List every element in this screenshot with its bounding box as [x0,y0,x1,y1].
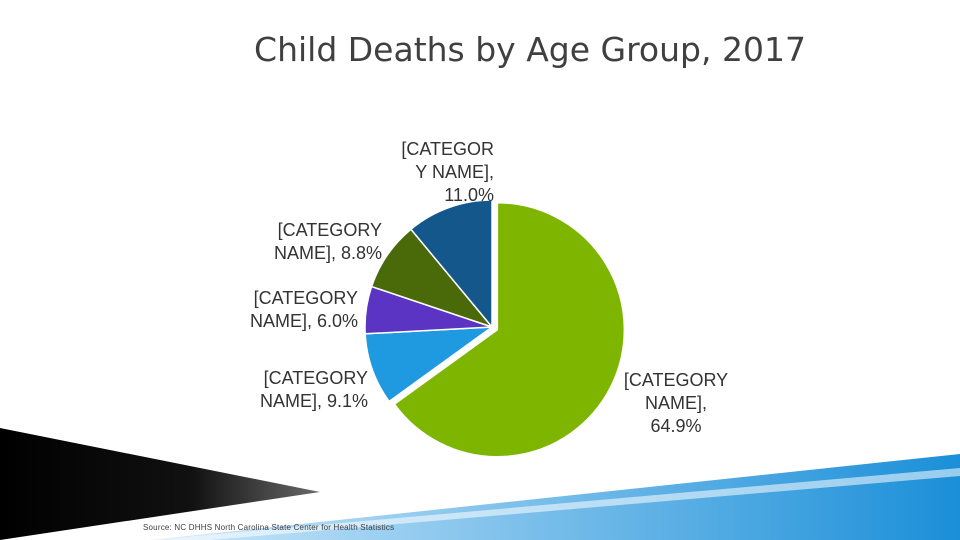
chart-title: Child Deaths by Age Group, 2017 [254,30,806,69]
pie-slice-0 [393,201,626,458]
slice-label-4: [CATEGOR Y NAME], 11.0% [401,139,494,205]
slice-label-0: [CATEGORY NAME], 64.9% [623,370,729,436]
pie-slices [364,199,626,458]
pie-slice-4 [409,199,493,330]
slice-label-3: [CATEGORY NAME], 8.8% [273,220,382,263]
source-note: Source: NC DHHS North Carolina State Cen… [143,523,395,532]
slice-label-2: [CATEGORY NAME], 6.0% [249,288,358,331]
slice-label-1: [CATEGORY NAME], 9.1% [259,368,368,411]
